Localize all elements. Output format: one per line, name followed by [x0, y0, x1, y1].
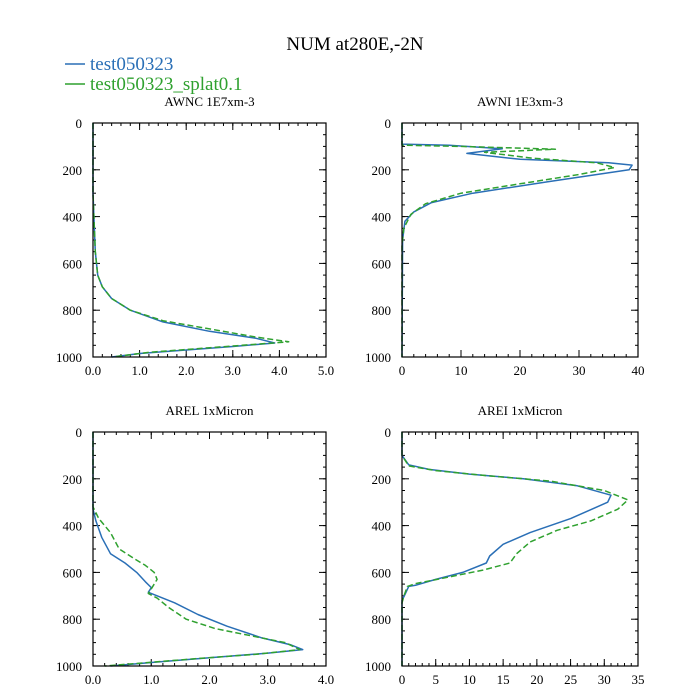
y-tick-label: 1000	[365, 350, 391, 365]
x-tick-label: 25	[564, 672, 577, 687]
x-tick-label: 4.0	[318, 672, 334, 687]
x-tick-label: 5	[432, 672, 439, 687]
x-tick-label: 4.0	[271, 363, 287, 378]
y-tick-label: 400	[372, 519, 392, 534]
legend-label-series-2: test050323_splat0.1	[90, 74, 243, 95]
x-tick-label: 20	[514, 363, 527, 378]
x-tick-label: 2.0	[201, 672, 217, 687]
x-tick-label: 0	[399, 363, 406, 378]
y-tick-label: 600	[372, 256, 392, 271]
y-tick-label: 800	[372, 303, 392, 318]
y-tick-label: 0	[76, 116, 83, 131]
y-tick-label: 600	[63, 256, 83, 271]
x-tick-label: 30	[598, 672, 611, 687]
legend-label-series-1: test050323	[90, 54, 173, 75]
series-line-2	[401, 432, 629, 666]
plot-frame	[92, 431, 327, 667]
x-tick-label: 20	[530, 672, 543, 687]
series-line-1	[401, 123, 633, 358]
panel-title: AWNI 1E3xm-3	[477, 94, 563, 109]
plot-frame	[92, 122, 327, 358]
figure-title: NUM at280E,-2N	[286, 34, 423, 55]
y-tick-label: 800	[63, 612, 83, 627]
panel-3: AREL 1xMicron 0.0 1.0 2.0 3.0 4.0 0 200 400 600 80…	[56, 403, 334, 687]
y-tick-label: 400	[63, 519, 83, 534]
series-line-2	[401, 123, 616, 357]
y-tick-label: 0	[76, 425, 83, 440]
panel-title: AWNC 1E7xm-3	[164, 94, 254, 109]
y-tick-label: 600	[63, 565, 83, 580]
legend: test050323 test050323_splat0.1	[65, 54, 243, 95]
x-tick-label: 40	[632, 363, 645, 378]
y-tick-label: 1000	[365, 659, 391, 674]
y-tick-label: 1000	[56, 659, 82, 674]
x-tick-label: 1.0	[131, 363, 147, 378]
y-tick-label: 400	[63, 210, 83, 225]
y-tick-label: 200	[372, 472, 392, 487]
panel-1: AWNC 1E7xm-3 0.0 1.0 2.0 3.0 4.0 5.0 0 200 400 600…	[56, 94, 334, 378]
x-tick-label: 10	[455, 363, 468, 378]
plot-frame	[401, 122, 639, 358]
panels: AWNC 1E7xm-30.0 1.0 2.0 3.0 4.0 5.00200400600…	[56, 94, 645, 687]
x-tick-label: 0	[399, 672, 406, 687]
x-tick-label: 2.0	[178, 363, 194, 378]
y-tick-label: 0	[385, 425, 392, 440]
series-line-2	[92, 123, 290, 358]
x-tick-label: 10	[463, 672, 476, 687]
x-tick-label: 35	[632, 672, 645, 687]
series-line-1	[401, 432, 612, 666]
x-tick-label: 3.0	[225, 363, 241, 378]
x-tick-label: 15	[497, 672, 510, 687]
panel-title: AREL 1xMicron	[166, 403, 254, 418]
panel-title: AREI 1xMicron	[478, 403, 563, 418]
panel-4: AREI 1xMicron 0 5 10 15 20 25 30 35 0 200 400 600 800…	[365, 403, 645, 687]
y-tick-label: 200	[63, 472, 83, 487]
y-tick-label: 200	[372, 163, 392, 178]
y-tick-label: 400	[372, 210, 392, 225]
series-line-1	[92, 123, 276, 358]
x-tick-label: 3.0	[260, 672, 276, 687]
y-tick-label: 800	[63, 303, 83, 318]
y-tick-label: 1000	[56, 350, 82, 365]
x-tick-label: 5.0	[318, 363, 334, 378]
y-tick-label: 600	[372, 565, 392, 580]
series-line-2	[92, 432, 301, 667]
x-tick-label: 0.0	[85, 363, 101, 378]
y-tick-label: 0	[385, 116, 392, 131]
series-line-1	[92, 432, 304, 667]
x-tick-label: 30	[573, 363, 586, 378]
x-tick-label: 0.0	[85, 672, 101, 687]
x-tick-label: 1.0	[143, 672, 159, 687]
y-tick-label: 800	[372, 612, 392, 627]
y-tick-label: 200	[63, 163, 83, 178]
plot-frame	[401, 431, 639, 667]
